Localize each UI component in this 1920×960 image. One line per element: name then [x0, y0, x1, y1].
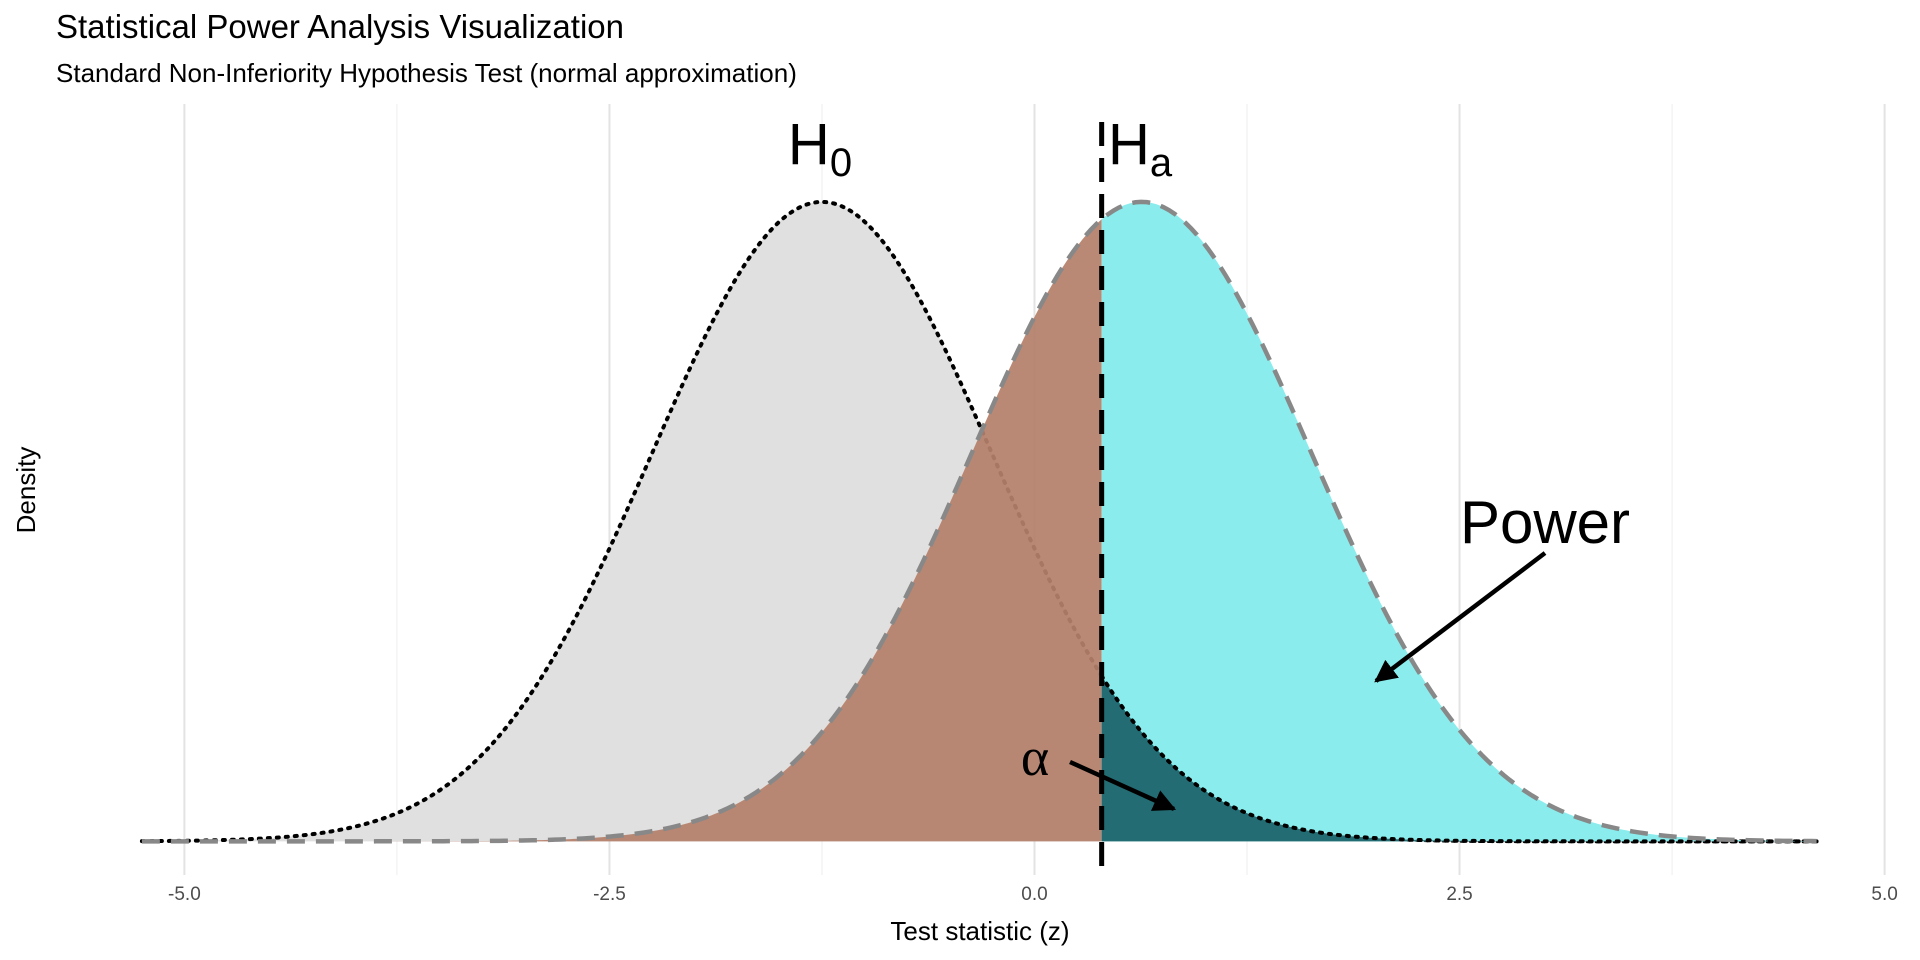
ha-label: Ha [1108, 112, 1173, 185]
chart-title: Statistical Power Analysis Visualization [56, 8, 624, 45]
power-arrow [1374, 551, 1547, 683]
x-tick-label: 0.0 [1021, 884, 1047, 905]
x-tick-label: -2.5 [593, 884, 626, 905]
x-tick-label: -5.0 [168, 884, 201, 905]
alpha-label: α [1021, 727, 1049, 787]
power-area [1101, 201, 1817, 842]
h0-label-sub: 0 [830, 141, 852, 185]
plot-area [139, 122, 1819, 875]
x-axis-title: Test statistic (z) [890, 916, 1069, 946]
y-axis-title: Density [11, 447, 41, 534]
x-tick-label: 5.0 [1871, 884, 1897, 905]
h0-label: H0 [788, 112, 852, 185]
h0-label-text: H [788, 112, 830, 177]
power-label: Power [1460, 489, 1630, 556]
ha-curve [141, 199, 1817, 844]
alpha-area [1101, 676, 1817, 842]
ha-label-text: H [1108, 112, 1150, 177]
alpha-arrow [1069, 759, 1177, 812]
beta-area [141, 219, 1102, 842]
x-tick-label: 2.5 [1446, 884, 1472, 905]
h0-tail-curve [1099, 674, 1819, 844]
ha-label-sub: a [1150, 141, 1173, 185]
chart-subtitle: Standard Non-Inferiority Hypothesis Test… [56, 58, 797, 88]
